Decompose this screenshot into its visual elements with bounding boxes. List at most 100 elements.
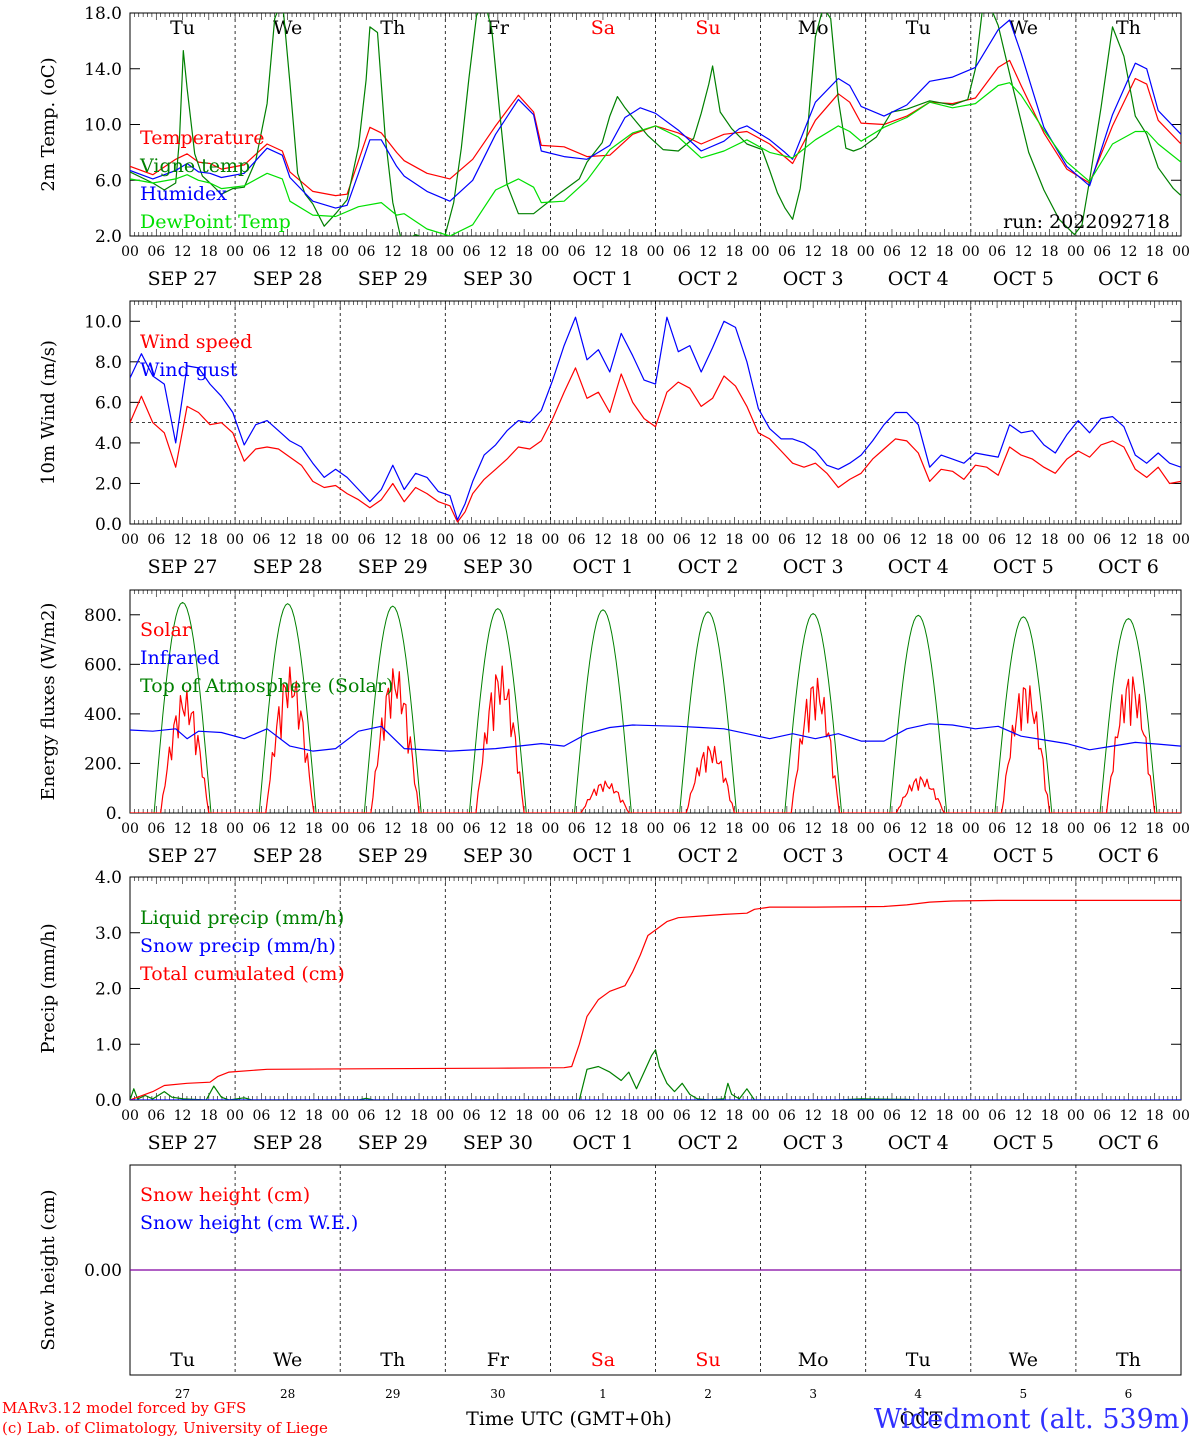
hour-label: 06 [778,244,796,260]
panel-energy: 0. 200. 400. 600. 800. Energy fluxes (W/m2) 00… [38,589,1190,867]
hour-label: 00 [121,1108,139,1124]
legend-entry: Wind gust [140,359,238,381]
y-tick-label: 14.0 [84,60,122,80]
hour-label: 06 [147,532,165,548]
hour-label: 18 [725,821,743,837]
hour-label: 06 [673,244,691,260]
legend-entry: Infrared [140,647,220,669]
date-label: OCT 6 [1098,556,1159,578]
series-dewpoint-temp [130,82,1181,236]
solar-series [130,665,1181,813]
date-label: OCT 3 [783,1132,844,1154]
weekday-label: Su [695,1349,720,1371]
hour-label: 06 [883,821,901,837]
panel-precip: 0.0 1.0 2.0 3.0 4.0 Precip (mm/h) 00 06 12 18 SEP … [38,868,1190,1154]
hour-label: 18 [725,532,743,548]
hour-label: 06 [988,1108,1006,1124]
hour-label: 06 [252,1108,270,1124]
hour-label: 00 [752,532,770,548]
hour-label: 12 [699,821,717,837]
date-label: OCT 4 [888,268,949,290]
x-axis-label: Time UTC (GMT+0h) [466,1408,672,1430]
date-label: OCT 3 [783,556,844,578]
hour-label: 18 [1146,821,1164,837]
legend-entry: Liquid precip (mm/h) [140,907,344,929]
hour-label: 18 [1146,1108,1164,1124]
y-tick-label: 800. [84,606,122,626]
hour-label: 18 [620,821,638,837]
day-number-label: 28 [280,1387,295,1401]
hour-label: 06 [252,532,270,548]
hour-label: 00 [752,244,770,260]
hour-label: 18 [936,244,954,260]
station-title: Widedmont (alt. 539m) [874,1404,1190,1435]
legend-entry: Snow height (cm) [140,1184,310,1206]
run-label: run: 2022092718 [1003,211,1170,233]
weekday-label: Th [380,1349,405,1371]
hour-label: 12 [174,821,192,837]
date-label: OCT 5 [993,845,1054,867]
hour-label: 12 [489,532,507,548]
series-temperature [130,59,1181,197]
hour-label: 06 [1093,821,1111,837]
hour-label: 00 [1067,1108,1085,1124]
hour-label: 06 [778,821,796,837]
hour-label: 12 [1014,532,1032,548]
y-tick-label: 400. [84,705,122,725]
y-axis-label: 2m Temp. (oC) [38,57,59,191]
day-number-label: 4 [914,1387,922,1401]
plot-area [130,316,1181,523]
y-tick-label: 600. [84,655,122,675]
y-tick-label: 0.0 [95,515,122,535]
hour-label: 00 [436,244,454,260]
hour-label: 18 [936,532,954,548]
hour-label: 18 [515,244,533,260]
date-label: OCT 1 [572,268,633,290]
hour-label: 00 [857,244,875,260]
hour-label: 00 [647,244,665,260]
plot-frame [129,12,1182,237]
hour-label: 18 [305,532,323,548]
weekday-label: We [273,17,302,39]
date-label: SEP 29 [358,556,428,578]
hour-label: 18 [515,821,533,837]
hour-label: 06 [673,821,691,837]
hour-label: 06 [778,1108,796,1124]
date-label: SEP 27 [148,268,218,290]
hour-label: 06 [568,532,586,548]
legend-entry: Total cumulated (cm) [140,963,345,985]
hour-label: 18 [1146,532,1164,548]
y-axis-label: Snow height (cm) [38,1189,59,1350]
hour-label: 12 [174,244,192,260]
hour-label: 06 [358,821,376,837]
date-label: SEP 28 [253,556,323,578]
toa-solar-series [130,601,1181,813]
weekday-label: Su [695,17,720,39]
hour-label: 06 [463,244,481,260]
hour-label: 06 [358,1108,376,1124]
panel-wind: 0.0 2.0 4.0 6.0 8.0 10.0 10m Wind (m/s) 00 06 12 1… [38,300,1190,578]
hour-label: 18 [305,821,323,837]
hour-label: 00 [541,821,559,837]
weekday-label: Fr [487,17,510,39]
date-label: OCT 3 [783,845,844,867]
hour-label: 06 [568,821,586,837]
hour-label: 00 [857,532,875,548]
hour-label: 18 [515,532,533,548]
hour-label: 18 [200,1108,218,1124]
hour-label: 06 [673,532,691,548]
hour-label: 18 [1041,1108,1059,1124]
date-label: OCT 5 [993,268,1054,290]
hour-label: 12 [699,1108,717,1124]
hour-label: 00 [226,821,244,837]
hour-label: 00 [1172,821,1190,837]
date-label: OCT 1 [572,556,633,578]
hour-label: 18 [200,821,218,837]
hour-label: 12 [384,1108,402,1124]
hour-label: 00 [541,532,559,548]
y-tick-label: 10.0 [84,116,122,136]
date-label: OCT 2 [678,845,739,867]
hour-label: 06 [358,244,376,260]
weekday-label: We [1009,17,1038,39]
y-tick-label: 2.0 [95,474,122,494]
